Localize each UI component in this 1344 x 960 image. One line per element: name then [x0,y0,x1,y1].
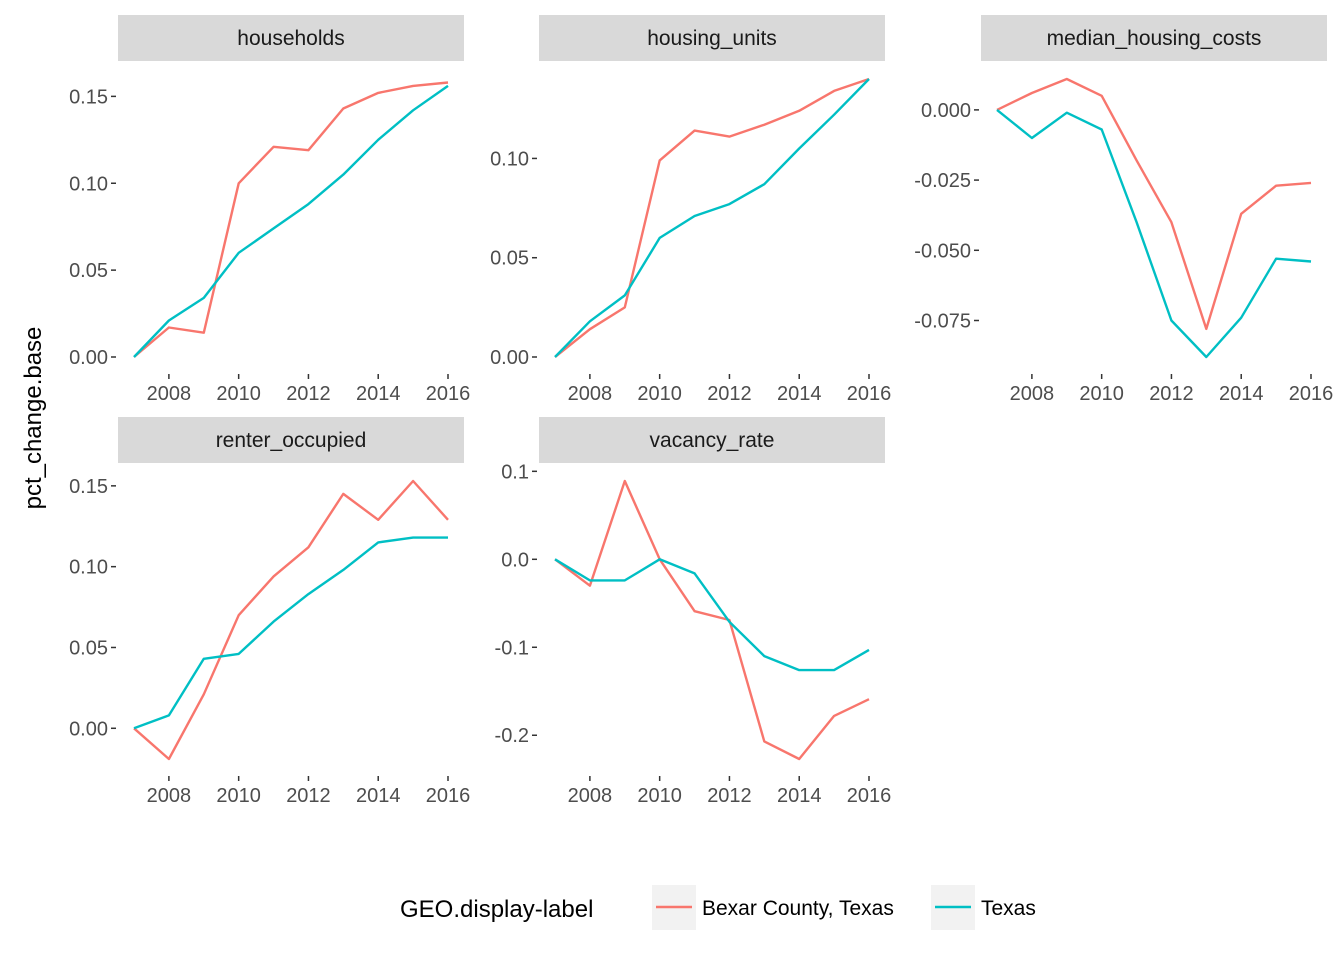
x-tick-label: 2008 [568,785,613,807]
y-tick-label: 0.10 [69,173,108,195]
x-tick-label: 2014 [356,785,401,807]
y-tick-label: 0.05 [69,260,108,282]
y-tick-label: 0.00 [490,347,529,369]
panel-strip [539,15,885,61]
series-line-texas [133,84,449,358]
panel-strip [539,417,885,463]
y-tick-label: -0.2 [495,725,529,747]
y-tick-label: 0.1 [501,461,529,483]
y-tick-label: -0.075 [914,310,971,332]
series-line-texas [996,108,1312,359]
x-tick-label: 2012 [286,785,331,807]
x-tick-label: 2016 [847,383,892,405]
y-tick-label: 0.10 [490,148,529,170]
legend: GEO.display-label Bexar County, Texas Tex… [400,885,1036,930]
panel-housing-units: housing_units 0.00 0.05 0.10 2008 2010 2012 201… [490,15,891,405]
series-line-bexar-county-texas [554,77,870,358]
y-tick-label: 0.15 [69,86,108,108]
panel-strip [981,15,1327,61]
panel-renter-occupied: renter_occupied 0.00 0.05 0.10 0.15 2008 2010 2… [69,417,470,807]
x-tick-label: 2012 [1149,383,1194,405]
y-tick-label: 0.00 [69,347,108,369]
y-tick-label: -0.025 [914,170,971,192]
series-line-texas [554,558,870,672]
y-tick-label: 0.05 [69,637,108,659]
legend-label: Texas [981,897,1036,920]
x-tick-label: 2010 [216,383,261,405]
panel-strip [118,15,464,61]
x-tick-label: 2012 [707,383,752,405]
series-line-bexar-county-texas [554,479,870,761]
x-tick-label: 2014 [1219,383,1264,405]
x-tick-label: 2014 [356,383,401,405]
panel-title: households [237,27,344,50]
x-tick-label: 2008 [568,383,613,405]
y-tick-label: 0.000 [921,100,971,122]
x-tick-label: 2008 [147,383,192,405]
series-line-bexar-county-texas [133,479,449,761]
legend-item-bexar-county-texas: Bexar County, Texas [652,885,894,930]
panel-title: vacancy_rate [650,429,775,452]
panel-median-housing-costs: median_housing_costs 0.000 -0.025 -0.050 -0.… [914,15,1333,405]
chart-panels: households 0.00 0.05 0.10 0.15 2008 2010 2012 20… [69,15,1333,807]
panel-title: renter_occupied [216,429,367,452]
series-line-bexar-county-texas [996,77,1312,331]
y-tick-label: 0.15 [69,476,108,498]
x-tick-label: 2016 [426,785,471,807]
y-axis-title: pct_change.base [20,327,47,510]
panel-vacancy-rate: vacancy_rate 0.1 0.0 -0.1 -0.2 2008 2010 2012 20… [495,417,892,807]
panel-title: median_housing_costs [1047,27,1262,50]
panel-strip [118,417,464,463]
legend-items: Bexar County, Texas Texas [652,885,1036,930]
legend-item-texas: Texas [931,885,1036,930]
x-tick-label: 2014 [777,785,822,807]
x-tick-label: 2010 [637,383,682,405]
y-tick-label: 0.10 [69,557,108,579]
x-tick-label: 2010 [637,785,682,807]
x-tick-label: 2016 [847,785,892,807]
x-tick-label: 2010 [1079,383,1124,405]
y-tick-label: 0.05 [490,248,529,270]
x-tick-label: 2012 [707,785,752,807]
y-tick-label: -0.1 [495,637,529,659]
legend-title: GEO.display-label [400,896,593,923]
x-tick-label: 2016 [426,383,471,405]
y-tick-label: 0.00 [69,718,108,740]
legend-label: Bexar County, Texas [702,897,894,920]
series-line-bexar-county-texas [133,81,449,358]
x-tick-label: 2016 [1289,383,1334,405]
panel-title: housing_units [647,27,777,50]
x-tick-label: 2008 [147,785,192,807]
y-tick-label: 0.0 [501,549,529,571]
x-tick-label: 2012 [286,383,331,405]
panel-households: households 0.00 0.05 0.10 0.15 2008 2010 2012 20… [69,15,470,405]
x-tick-label: 2010 [216,785,261,807]
x-tick-label: 2014 [777,383,822,405]
x-tick-label: 2008 [1010,383,1055,405]
series-line-texas [133,536,448,730]
series-line-texas [554,78,870,358]
y-tick-label: -0.050 [914,240,971,262]
